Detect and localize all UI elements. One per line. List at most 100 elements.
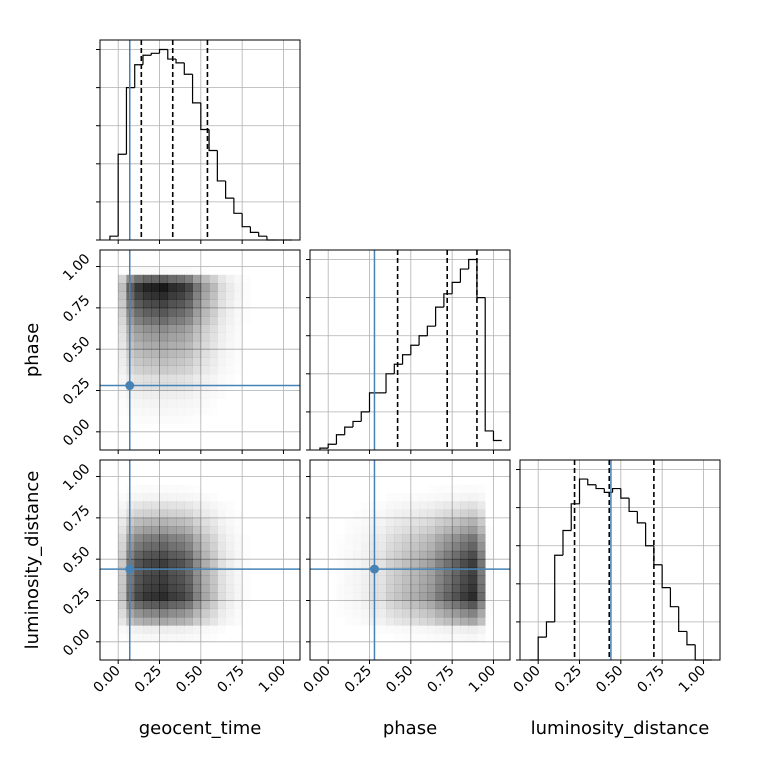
- density-cell: [476, 592, 486, 601]
- density-cell: [184, 283, 193, 292]
- density-cell: [159, 542, 169, 552]
- density-cell: [126, 526, 136, 535]
- density-cell: [386, 559, 395, 568]
- density-cell: [160, 267, 169, 276]
- density-cell: [353, 600, 362, 609]
- density-cell: [192, 625, 202, 634]
- density-cell: [209, 365, 218, 375]
- density-cell: [477, 493, 486, 502]
- density-cell: [217, 534, 226, 543]
- hist-step: [537, 636, 547, 660]
- density-cell: [134, 365, 144, 375]
- density-cell: [435, 517, 445, 527]
- density-cell: [460, 517, 469, 527]
- density-cell: [200, 291, 210, 300]
- density-cell: [353, 559, 362, 568]
- hist-step: [393, 363, 403, 374]
- density-cell: [159, 567, 169, 577]
- density-cell: [394, 534, 403, 543]
- density-cell: [118, 501, 127, 510]
- density-cell: [476, 501, 486, 510]
- density-cell: [200, 299, 210, 309]
- density-cell: [118, 592, 127, 601]
- density-cell: [151, 299, 160, 309]
- density-cell: [485, 559, 494, 568]
- density-cell: [217, 274, 226, 284]
- density-cell: [443, 592, 453, 601]
- hist-step: [653, 545, 663, 566]
- density-cell: [225, 583, 235, 593]
- density-cell: [159, 583, 169, 593]
- density-cell: [345, 559, 354, 568]
- density-cell: [452, 501, 461, 510]
- density-cell: [378, 625, 387, 634]
- density-cell: [403, 501, 412, 510]
- density-cell: [410, 559, 420, 568]
- density-cell: [410, 517, 420, 527]
- density-cell: [386, 625, 395, 634]
- density-cell: [142, 493, 152, 502]
- density-cell: [159, 373, 169, 383]
- density-cell: [151, 407, 160, 416]
- density-cell: [468, 501, 478, 510]
- density-cell: [151, 567, 160, 577]
- density-cell: [200, 509, 210, 519]
- density-cell: [452, 567, 461, 577]
- density-cell: [353, 526, 362, 535]
- density-cell: [377, 534, 387, 543]
- density-cell: [134, 501, 144, 510]
- density-cell: [468, 608, 478, 618]
- density-cell: [394, 501, 403, 510]
- density-cell: [419, 534, 428, 543]
- density-cell: [151, 398, 160, 408]
- density-cell: [386, 575, 395, 585]
- y-tick-label: 0.75: [60, 502, 93, 535]
- density-cell: [126, 485, 135, 494]
- density-cell: [134, 617, 144, 626]
- density-cell: [159, 559, 169, 568]
- density-cell: [142, 625, 152, 634]
- density-cell: [126, 340, 136, 350]
- density-cell: [234, 551, 243, 560]
- density-cell: [200, 567, 210, 577]
- hist-step: [611, 487, 621, 493]
- density-cell: [336, 543, 345, 552]
- density-cell: [242, 584, 251, 593]
- density-cell: [419, 526, 428, 535]
- density-cell: [184, 399, 193, 408]
- density-cell: [394, 575, 403, 585]
- density-cell: [126, 600, 136, 610]
- hist-step: [426, 325, 436, 336]
- density-cell: [142, 398, 152, 408]
- density-cell: [201, 407, 210, 416]
- density-cell: [427, 559, 436, 568]
- density-cell: [226, 617, 235, 626]
- density-cell: [192, 291, 202, 300]
- density-cell: [193, 634, 202, 643]
- density-cell: [217, 291, 226, 300]
- density-cell: [151, 526, 160, 535]
- density-cell: [234, 349, 243, 358]
- density-cell: [336, 600, 345, 609]
- density-cell: [167, 501, 177, 510]
- panel-frame: [519, 459, 721, 661]
- density-cell: [443, 534, 453, 543]
- density-cell: [168, 267, 177, 276]
- density-cell: [234, 600, 243, 609]
- density-cell: [167, 517, 177, 527]
- density-cell: [192, 299, 202, 309]
- density-cell: [151, 550, 160, 560]
- density-cell: [184, 567, 193, 577]
- density-cell: [200, 617, 210, 626]
- density-cell: [386, 567, 395, 577]
- density-cell: [142, 283, 152, 292]
- density-cell: [427, 617, 436, 626]
- density-cell: [151, 365, 160, 375]
- density-cell: [200, 600, 210, 610]
- density-cell: [476, 625, 486, 634]
- density-cell: [168, 634, 177, 643]
- density-cell: [159, 332, 169, 342]
- y-tick-label: 1.00: [60, 461, 93, 494]
- density-cell: [159, 608, 169, 618]
- density-cell: [217, 324, 226, 333]
